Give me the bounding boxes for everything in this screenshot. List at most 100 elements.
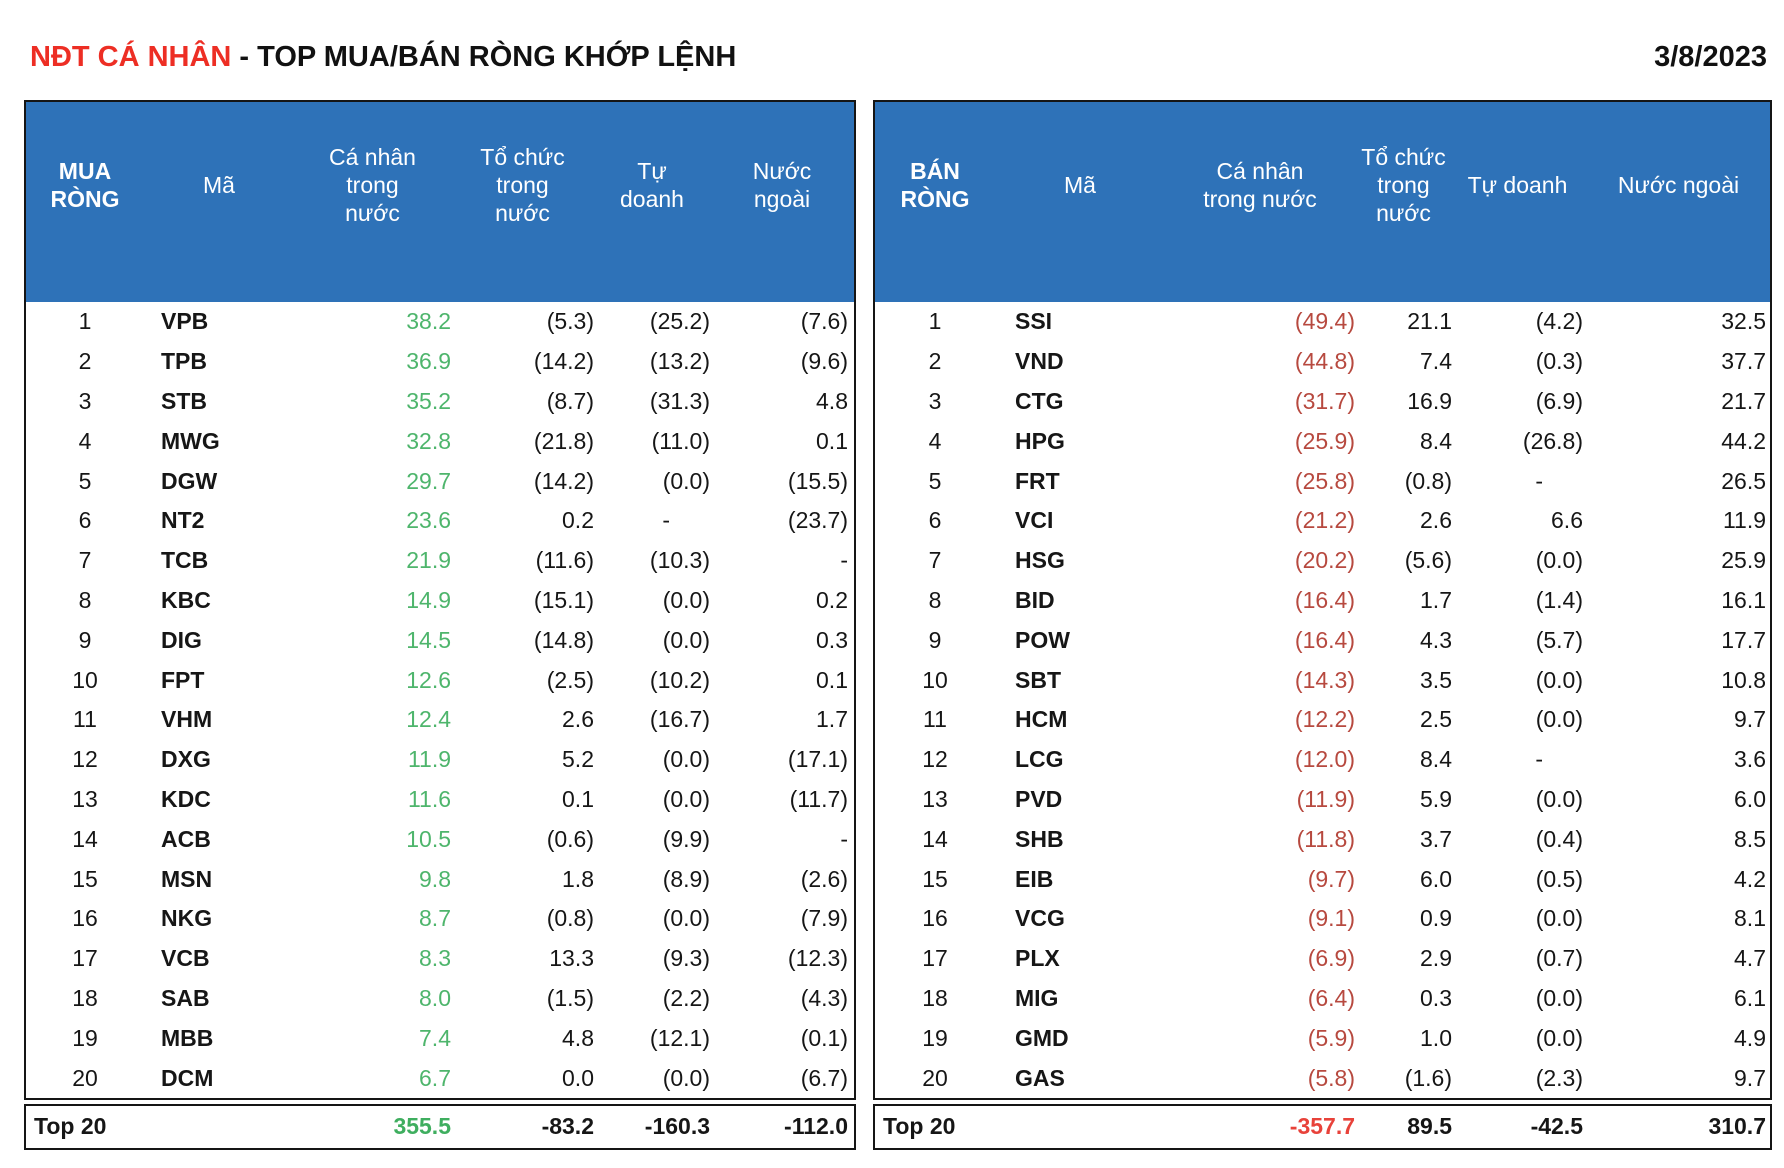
table-row: 8 KBC 14.9 (15.1) (0.0) 0.2 xyxy=(26,581,854,621)
value-cell: (0.0) xyxy=(662,467,710,494)
rank-cell: 13 xyxy=(922,785,948,812)
value-cell: 5.2 xyxy=(562,746,594,773)
table-row: 11 HCM (12.2) 2.5 (0.0) 9.7 xyxy=(875,700,1770,740)
ticker-cell: DXG xyxy=(161,746,211,773)
total-value: -83.2 xyxy=(541,1113,594,1140)
rank-cell: 14 xyxy=(72,825,98,852)
table-row: 2 VND (44.8) 7.4 (0.3) 37.7 xyxy=(875,342,1770,382)
value-cell: (5.8) xyxy=(1307,1064,1355,1091)
table-row: 19 MBB 7.4 4.8 (12.1) (0.1) xyxy=(26,1018,854,1058)
ticker-cell: MIG xyxy=(1015,984,1059,1011)
value-cell: (1.5) xyxy=(546,984,594,1011)
value-cell: (11.0) xyxy=(651,427,710,454)
table-row: 20 DCM 6.7 0.0 (0.0) (6.7) xyxy=(26,1058,854,1098)
ticker-cell: MSN xyxy=(161,865,213,892)
rank-cell: 19 xyxy=(72,1024,98,1051)
value-cell: 36.9 xyxy=(406,348,451,375)
value-cell: (6.9) xyxy=(1307,945,1355,972)
value-cell: (14.3) xyxy=(1294,666,1355,693)
table-row: 7 TCB 21.9 (11.6) (10.3) - xyxy=(26,541,854,581)
table-header-row: BÁN RÒNG Mã Cá nhân trong nước Tổ chức tron… xyxy=(875,102,1770,302)
value-cell: 21.9 xyxy=(406,547,451,574)
table-row: 2 TPB 36.9 (14.2) (13.2) (9.6) xyxy=(26,342,854,382)
value-cell: 0.2 xyxy=(816,586,848,613)
value-cell: (6.9) xyxy=(1535,387,1583,414)
rank-cell: 14 xyxy=(922,825,948,852)
rank-cell: 16 xyxy=(72,905,98,932)
rank-cell: 15 xyxy=(922,865,948,892)
value-cell: (0.6) xyxy=(546,825,594,852)
table-row: 10 SBT (14.3) 3.5 (0.0) 10.8 xyxy=(875,660,1770,700)
value-cell: 6.7 xyxy=(419,1064,451,1091)
table-row: 19 GMD (5.9) 1.0 (0.0) 4.9 xyxy=(875,1018,1770,1058)
ticker-cell: KDC xyxy=(161,785,211,812)
value-cell: (16.4) xyxy=(1294,586,1355,613)
table-row: 4 HPG (25.9) 8.4 (26.8) 44.2 xyxy=(875,421,1770,461)
value-cell: 7.4 xyxy=(419,1024,451,1051)
table-row: 7 HSG (20.2) (5.6) (0.0) 25.9 xyxy=(875,541,1770,581)
value-cell: (9.6) xyxy=(800,348,848,375)
value-cell: (0.0) xyxy=(662,746,710,773)
ticker-cell: SHB xyxy=(1015,825,1064,852)
value-cell: (6.7) xyxy=(800,1064,848,1091)
value-cell: 2.6 xyxy=(562,706,594,733)
value-cell: (23.7) xyxy=(787,507,848,534)
value-cell: (44.8) xyxy=(1294,348,1355,375)
value-cell: (0.0) xyxy=(1535,785,1583,812)
rank-cell: 11 xyxy=(73,706,97,733)
title-rest: - TOP MUA/BÁN RÒNG KHỚP LỆNH xyxy=(231,41,737,73)
ticker-cell: TCB xyxy=(161,547,209,574)
table-row: 14 ACB 10.5 (0.6) (9.9) - xyxy=(26,819,854,859)
value-cell: 21.1 xyxy=(1407,308,1452,335)
total-label: Top 20 xyxy=(34,1113,107,1140)
rank-cell: 8 xyxy=(78,586,92,613)
title-highlight: NĐT CÁ NHÂN xyxy=(30,41,232,73)
ticker-cell: FRT xyxy=(1015,467,1060,494)
value-cell: (11.6) xyxy=(535,547,594,574)
value-cell: (25.9) xyxy=(1294,427,1355,454)
value-cell: (2.2) xyxy=(662,984,710,1011)
ticker-cell: SBT xyxy=(1015,666,1061,693)
value-cell: 2.6 xyxy=(1420,507,1452,534)
value-cell: 4.8 xyxy=(562,1024,594,1051)
value-cell: 6.1 xyxy=(1734,984,1766,1011)
ticker-cell: GAS xyxy=(1015,1064,1065,1091)
table-header-row: MUA RÒNG Mã Cá nhân trong nước Tổ chức tron… xyxy=(26,102,854,302)
rank-cell: 3 xyxy=(928,387,942,414)
value-cell: 16.1 xyxy=(1721,586,1766,613)
rank-cell: 11 xyxy=(923,706,947,733)
ticker-cell: STB xyxy=(161,387,207,414)
value-cell: 8.4 xyxy=(1420,427,1452,454)
column-header: Cá nhân trong nước xyxy=(329,143,416,227)
ticker-cell: MBB xyxy=(161,1024,214,1051)
table-row: 18 MIG (6.4) 0.3 (0.0) 6.1 xyxy=(875,979,1770,1019)
table-row: 6 VCI (21.2) 2.6 6.6 11.9 xyxy=(875,501,1770,541)
value-cell: (7.9) xyxy=(800,905,848,932)
ticker-cell: SSI xyxy=(1015,308,1053,335)
value-cell: 5.9 xyxy=(1420,785,1452,812)
ticker-cell: VCI xyxy=(1015,507,1054,534)
value-cell: (12.0) xyxy=(1294,746,1355,773)
rank-cell: 9 xyxy=(928,626,942,653)
ticker-cell: POW xyxy=(1015,626,1070,653)
value-cell: (0.0) xyxy=(1535,1024,1583,1051)
value-cell: (0.0) xyxy=(1535,706,1583,733)
table-row: 18 SAB 8.0 (1.5) (2.2) (4.3) xyxy=(26,979,854,1019)
rank-cell: 10 xyxy=(72,666,98,693)
value-cell: (8.9) xyxy=(662,865,710,892)
value-cell: (31.7) xyxy=(1294,387,1355,414)
rank-cell: 18 xyxy=(72,984,98,1011)
column-header: Tự doanh xyxy=(1467,171,1568,198)
value-cell: 12.6 xyxy=(406,666,451,693)
rank-cell: 7 xyxy=(78,547,92,574)
value-cell: (9.7) xyxy=(1307,865,1355,892)
value-cell: 1.8 xyxy=(562,865,594,892)
value-cell: (5.9) xyxy=(1307,1024,1355,1051)
ticker-cell: LCG xyxy=(1015,746,1064,773)
ticker-cell: GMD xyxy=(1015,1024,1069,1051)
value-cell: (0.8) xyxy=(546,905,594,932)
ticker-cell: FPT xyxy=(161,666,205,693)
rank-cell: 17 xyxy=(72,945,98,972)
ticker-cell: KBC xyxy=(161,586,211,613)
